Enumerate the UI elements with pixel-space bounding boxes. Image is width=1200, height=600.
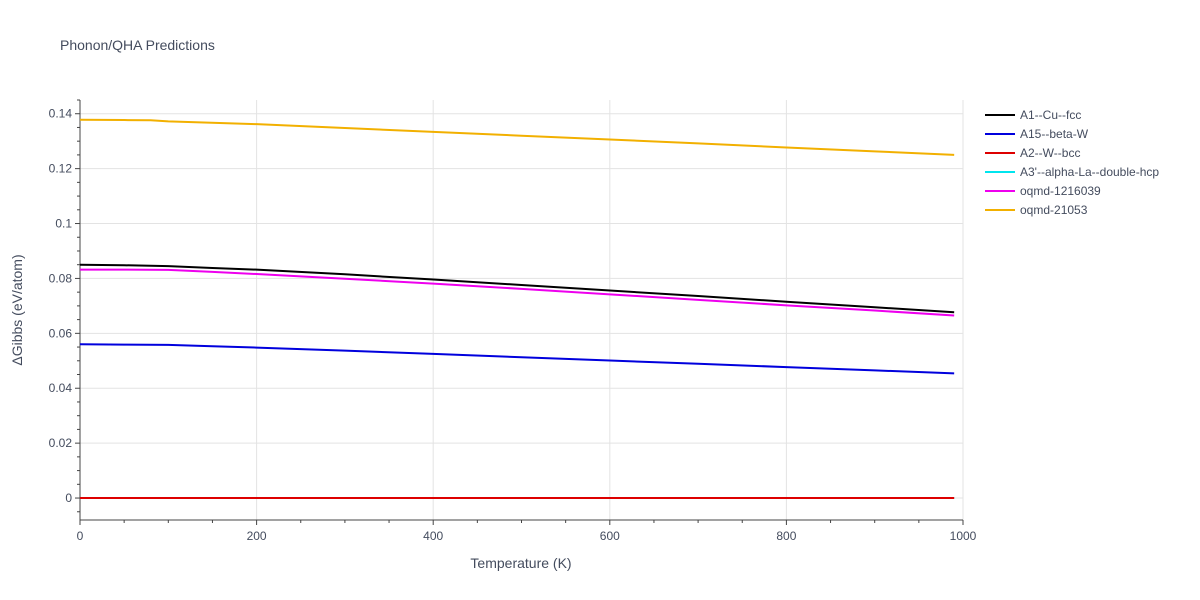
legend: A1--Cu--fcc A15--beta-W A2--W--bcc A3'--alp… bbox=[985, 108, 1159, 217]
y-tick-label: 0.02 bbox=[49, 436, 73, 450]
x-tick-label: 800 bbox=[776, 529, 796, 543]
y-tick-label: 0.12 bbox=[49, 162, 73, 176]
y-tick-label: 0 bbox=[65, 491, 72, 505]
legend-item[interactable]: A15--beta-W bbox=[985, 127, 1089, 141]
legend-label: A15--beta-W bbox=[1020, 127, 1089, 141]
y-tick-label: 0.14 bbox=[49, 107, 73, 121]
series-line bbox=[80, 268, 955, 317]
y-axis-title: ΔGibbs (eV/atom) bbox=[9, 254, 25, 365]
y-tick-label: 0.08 bbox=[49, 271, 73, 285]
x-tick-label: 200 bbox=[247, 529, 267, 543]
legend-label: A1--Cu--fcc bbox=[1020, 108, 1081, 122]
tick-labels: 0 200 400 600 800 1000 0 0.02 0.04 0.06 0.08 0.1 0.1… bbox=[49, 107, 977, 543]
legend-item[interactable]: A3'--alpha-La--double-hcp bbox=[985, 165, 1159, 179]
series-line bbox=[79, 263, 955, 314]
y-tick-label: 0.04 bbox=[49, 381, 73, 395]
axes bbox=[75, 99, 964, 525]
x-axis-title: Temperature (K) bbox=[470, 555, 571, 571]
legend-label: oqmd-21053 bbox=[1020, 203, 1088, 217]
y-tick-label: 0.06 bbox=[49, 326, 73, 340]
series-line bbox=[79, 343, 955, 375]
grid bbox=[80, 100, 964, 520]
x-tick-label: 0 bbox=[77, 529, 84, 543]
x-tick-label: 600 bbox=[600, 529, 620, 543]
chart-title: Phonon/QHA Predictions bbox=[60, 37, 215, 53]
x-tick-label: 400 bbox=[423, 529, 443, 543]
y-tick-label: 0.1 bbox=[55, 217, 72, 231]
legend-item[interactable]: A2--W--bcc bbox=[985, 146, 1080, 160]
legend-label: A2--W--bcc bbox=[1020, 146, 1080, 160]
plot-area bbox=[79, 118, 955, 500]
legend-item[interactable]: oqmd-1216039 bbox=[985, 184, 1101, 198]
legend-label: oqmd-1216039 bbox=[1020, 184, 1101, 198]
series-line bbox=[79, 118, 955, 156]
x-tick-label: 1000 bbox=[950, 529, 977, 543]
legend-label: A3'--alpha-La--double-hcp bbox=[1020, 165, 1159, 179]
legend-item[interactable]: A1--Cu--fcc bbox=[985, 108, 1081, 122]
legend-item[interactable]: oqmd-21053 bbox=[985, 203, 1088, 217]
